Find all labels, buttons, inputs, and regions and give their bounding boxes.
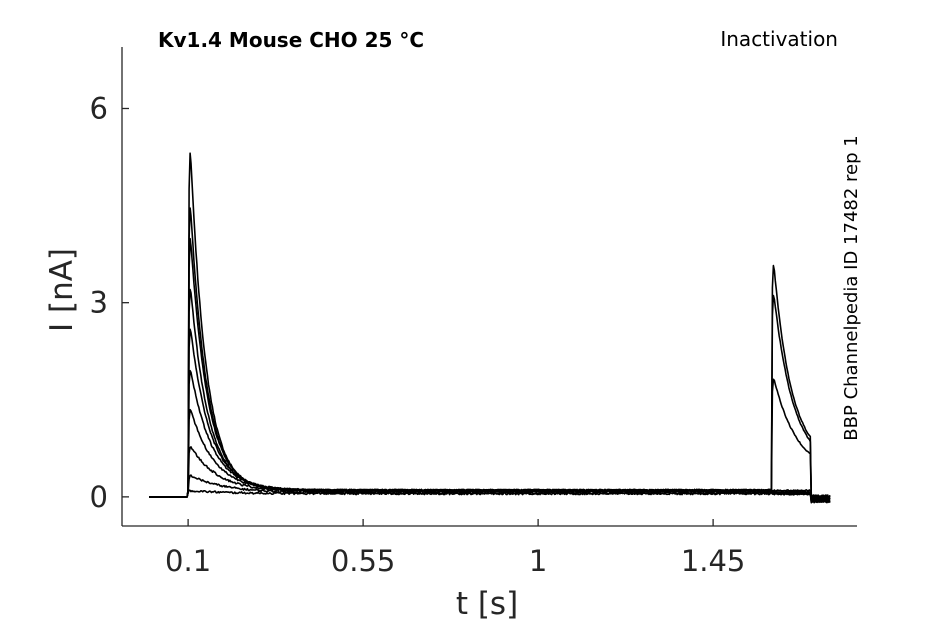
current-trace-10 — [149, 489, 831, 504]
current-trace-8 — [149, 446, 831, 504]
x-tick-label: 0.1 — [165, 544, 211, 578]
current-trace-4 — [149, 288, 831, 504]
current-trace-2 — [149, 207, 831, 504]
current-trace-9 — [149, 474, 831, 504]
y-axis-ticks: 0 3 6 — [90, 91, 129, 514]
current-trace-7 — [149, 408, 831, 504]
x-axis-ticks: 0.1 0.55 1 1.45 — [165, 519, 745, 578]
x-tick-label: 1.45 — [681, 544, 746, 578]
current-traces — [149, 152, 831, 504]
y-axis-label: I [nA] — [44, 248, 80, 332]
y-tick-label: 3 — [90, 286, 108, 320]
current-trace-1 — [149, 152, 831, 504]
chart-subtitle: Inactivation — [720, 27, 838, 51]
current-trace-3 — [149, 237, 831, 503]
chart-title: Kv1.4 Mouse CHO 25 °C — [158, 28, 424, 52]
x-tick-label: 1 — [529, 544, 547, 578]
y-tick-label: 6 — [90, 91, 108, 125]
x-tick-label: 0.55 — [331, 544, 396, 578]
y-tick-label: 0 — [90, 480, 108, 514]
dataset-id-label: BBP Channelpedia ID 17482 rep 1 — [841, 135, 862, 440]
current-trace-5 — [149, 328, 831, 504]
x-axis-label: t [s] — [456, 586, 518, 622]
